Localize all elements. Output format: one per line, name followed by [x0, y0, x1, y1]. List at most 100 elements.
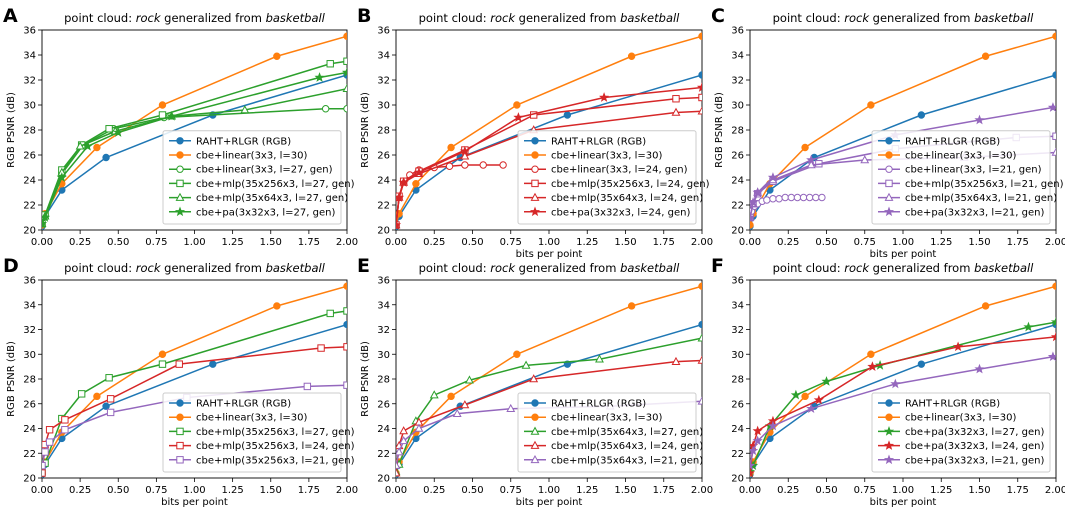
y-tick-label: 20 [377, 474, 390, 485]
data-point [343, 282, 347, 290]
data-point [460, 151, 470, 160]
series-line [750, 321, 1056, 473]
data-point [273, 52, 281, 60]
data-point [627, 302, 636, 310]
data-point [158, 360, 167, 368]
x-tick-label: 1.25 [221, 237, 243, 248]
legend-entry: cbe+linear(3x3, l=21, gen) [905, 165, 1042, 176]
chart-title: point cloud: rock generalized from baske… [419, 261, 681, 275]
title-part: rock [136, 261, 162, 275]
data-point [326, 60, 334, 68]
chart-title: point cloud: rock generalized from baske… [419, 11, 681, 25]
legend-entry: cbe+mlp(35x64x3, l=24, gen) [551, 193, 703, 204]
legend-marker [885, 165, 893, 173]
data-point [513, 112, 524, 122]
series-layer [750, 32, 1056, 230]
x-tick-label: 0.25 [777, 237, 799, 248]
data-point [452, 408, 462, 417]
series-line [42, 71, 347, 225]
y-tick-label: 32 [23, 325, 36, 336]
x-tick-label: 0.50 [461, 237, 483, 248]
x-tick-label: 0.00 [739, 237, 761, 248]
x-axis-label: bits per point [870, 497, 937, 508]
legend-entry: cbe+linear(3x3, l=27, gen) [196, 165, 333, 176]
x-tick-label: 1.75 [1007, 237, 1029, 248]
legend-entry: cbe+pa(3x32x3, l=27, gen) [905, 427, 1044, 438]
legend-marker [885, 137, 893, 145]
legend-entry: cbe+linear(3x3, l=30) [551, 151, 662, 162]
y-tick-label: 28 [377, 126, 390, 137]
y-tick-label: 36 [377, 26, 390, 37]
title-part: generalized from [869, 11, 974, 25]
x-tick-label: 0.75 [145, 485, 167, 496]
data-point [166, 110, 177, 121]
data-point [42, 461, 46, 470]
data-point [447, 392, 455, 401]
y-tick-label: 36 [731, 276, 744, 287]
data-point [93, 392, 101, 401]
x-tick-label: 0.25 [777, 485, 799, 496]
legend-marker [176, 179, 184, 188]
data-point [447, 143, 455, 152]
legend-entry: cbe+pa(3x32x3, l=21, gen) [905, 207, 1044, 218]
y-tick-label: 20 [731, 474, 744, 485]
y-tick-label: 32 [23, 76, 36, 87]
data-point [1047, 102, 1056, 112]
legend-entry: cbe+mlp(35x64x3, l=21, gen) [905, 193, 1057, 204]
title-part: rock [136, 11, 162, 25]
legend-entry: RAHT+RLGR (RGB) [196, 136, 291, 147]
data-point [343, 105, 347, 113]
x-tick-label: 1.25 [221, 485, 243, 496]
data-point [698, 71, 702, 79]
y-tick-label: 34 [731, 300, 744, 311]
data-point [698, 32, 702, 40]
y-tick-label: 26 [731, 399, 744, 410]
data-point [321, 105, 330, 113]
y-tick-label: 24 [377, 176, 390, 187]
title-part: point cloud: [773, 261, 845, 275]
legend-marker [531, 413, 539, 421]
data-point [867, 101, 875, 109]
chart-title: point cloud: rock generalized from baske… [64, 11, 326, 25]
data-point [806, 160, 816, 169]
x-tick-label: 0.75 [500, 485, 522, 496]
y-tick-label: 26 [23, 399, 36, 410]
data-point [414, 423, 424, 432]
data-point [806, 154, 817, 165]
legend-marker [176, 441, 184, 450]
x-tick-label: 1.75 [298, 237, 320, 248]
y-tick-label: 24 [23, 176, 36, 187]
data-point [917, 111, 926, 119]
y-tick-label: 24 [731, 424, 744, 435]
data-point [781, 193, 789, 202]
data-point [105, 125, 113, 133]
legend-frame [162, 130, 342, 225]
legend-entry: cbe+mlp(35x256x3, l=21, gen) [905, 179, 1064, 190]
legend-marker [529, 206, 541, 217]
data-point [821, 376, 832, 386]
data-point [818, 193, 826, 202]
data-point [175, 360, 183, 368]
x-tick-label: 1.50 [968, 237, 990, 248]
x-tick-label: 1.25 [930, 237, 952, 248]
data-point [398, 177, 409, 187]
y-tick-label: 26 [731, 151, 744, 162]
legend-marker [531, 399, 539, 407]
data-point [529, 374, 539, 383]
legend-marker [530, 440, 540, 449]
x-tick-label: 0.25 [423, 237, 445, 248]
title-part: basketball [974, 11, 1034, 25]
legend-marker [885, 399, 893, 407]
legend-entry: cbe+mlp(35x256x3, l=24, gen) [551, 179, 710, 190]
data-point [460, 400, 470, 409]
y-tick-label: 30 [731, 101, 744, 112]
data-point [860, 155, 870, 164]
data-point [343, 381, 347, 389]
data-point [342, 83, 347, 93]
x-tick-label: 0.00 [385, 485, 407, 496]
data-point [767, 172, 779, 182]
x-tick-label: 1.25 [576, 485, 598, 496]
data-point [521, 360, 531, 369]
legend-entry: cbe+mlp(35x256x3, l=27, gen) [196, 427, 355, 438]
